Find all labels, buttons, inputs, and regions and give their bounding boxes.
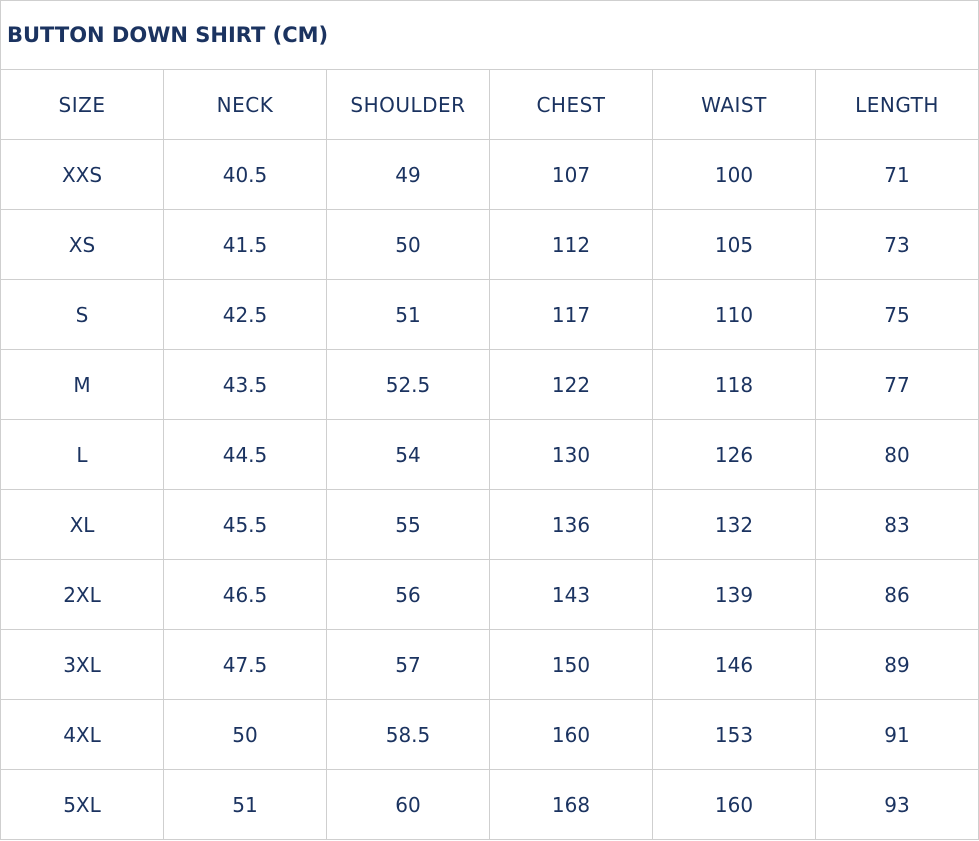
header-row: SIZE NECK SHOULDER CHEST WAIST LENGTH: [0, 69, 979, 140]
cell-waist: 110: [652, 279, 816, 350]
cell-neck: 42.5: [163, 279, 327, 350]
cell-neck: 46.5: [163, 559, 327, 630]
cell-chest: 168: [489, 769, 653, 840]
cell-shoulder: 58.5: [326, 699, 490, 770]
cell-size: 2XL: [0, 559, 164, 630]
cell-neck: 41.5: [163, 209, 327, 280]
cell-size: XS: [0, 209, 164, 280]
header-neck: NECK: [163, 69, 327, 140]
cell-waist: 105: [652, 209, 816, 280]
cell-chest: 160: [489, 699, 653, 770]
cell-size: S: [0, 279, 164, 350]
cell-length: 75: [815, 279, 979, 350]
table-row: M 43.5 52.5 122 118 77: [0, 349, 979, 420]
cell-chest: 130: [489, 419, 653, 490]
cell-shoulder: 56: [326, 559, 490, 630]
cell-neck: 44.5: [163, 419, 327, 490]
table-row: 3XL 47.5 57 150 146 89: [0, 629, 979, 700]
cell-neck: 47.5: [163, 629, 327, 700]
cell-waist: 160: [652, 769, 816, 840]
header-waist: WAIST: [652, 69, 816, 140]
cell-length: 77: [815, 349, 979, 420]
cell-waist: 146: [652, 629, 816, 700]
cell-length: 71: [815, 139, 979, 210]
cell-length: 80: [815, 419, 979, 490]
header-size: SIZE: [0, 69, 164, 140]
cell-waist: 118: [652, 349, 816, 420]
cell-size: XL: [0, 489, 164, 560]
cell-chest: 122: [489, 349, 653, 420]
cell-length: 89: [815, 629, 979, 700]
cell-waist: 132: [652, 489, 816, 560]
table-row: 2XL 46.5 56 143 139 86: [0, 559, 979, 630]
cell-length: 83: [815, 489, 979, 560]
cell-shoulder: 55: [326, 489, 490, 560]
table-row: S 42.5 51 117 110 75: [0, 279, 979, 350]
cell-chest: 107: [489, 139, 653, 210]
cell-size: 3XL: [0, 629, 164, 700]
table-row: 5XL 51 60 168 160 93: [0, 769, 979, 840]
cell-length: 91: [815, 699, 979, 770]
header-chest: CHEST: [489, 69, 653, 140]
cell-shoulder: 54: [326, 419, 490, 490]
table-row: XL 45.5 55 136 132 83: [0, 489, 979, 560]
cell-neck: 40.5: [163, 139, 327, 210]
table-title: BUTTON DOWN SHIRT (CM): [0, 0, 979, 70]
cell-chest: 136: [489, 489, 653, 560]
header-length: LENGTH: [815, 69, 979, 140]
cell-neck: 43.5: [163, 349, 327, 420]
cell-size: L: [0, 419, 164, 490]
cell-waist: 100: [652, 139, 816, 210]
cell-shoulder: 57: [326, 629, 490, 700]
cell-size: 5XL: [0, 769, 164, 840]
cell-shoulder: 49: [326, 139, 490, 210]
cell-chest: 117: [489, 279, 653, 350]
cell-neck: 45.5: [163, 489, 327, 560]
cell-shoulder: 50: [326, 209, 490, 280]
table-row: XS 41.5 50 112 105 73: [0, 209, 979, 280]
cell-size: M: [0, 349, 164, 420]
table-row: XXS 40.5 49 107 100 71: [0, 139, 979, 210]
cell-chest: 143: [489, 559, 653, 630]
table-row: 4XL 50 58.5 160 153 91: [0, 699, 979, 770]
cell-size: 4XL: [0, 699, 164, 770]
cell-shoulder: 51: [326, 279, 490, 350]
cell-length: 86: [815, 559, 979, 630]
cell-shoulder: 52.5: [326, 349, 490, 420]
cell-size: XXS: [0, 139, 164, 210]
cell-waist: 153: [652, 699, 816, 770]
cell-shoulder: 60: [326, 769, 490, 840]
cell-waist: 139: [652, 559, 816, 630]
cell-neck: 50: [163, 699, 327, 770]
header-shoulder: SHOULDER: [326, 69, 490, 140]
table-row: L 44.5 54 130 126 80: [0, 419, 979, 490]
cell-waist: 126: [652, 419, 816, 490]
cell-length: 73: [815, 209, 979, 280]
cell-chest: 150: [489, 629, 653, 700]
cell-chest: 112: [489, 209, 653, 280]
cell-neck: 51: [163, 769, 327, 840]
cell-length: 93: [815, 769, 979, 840]
